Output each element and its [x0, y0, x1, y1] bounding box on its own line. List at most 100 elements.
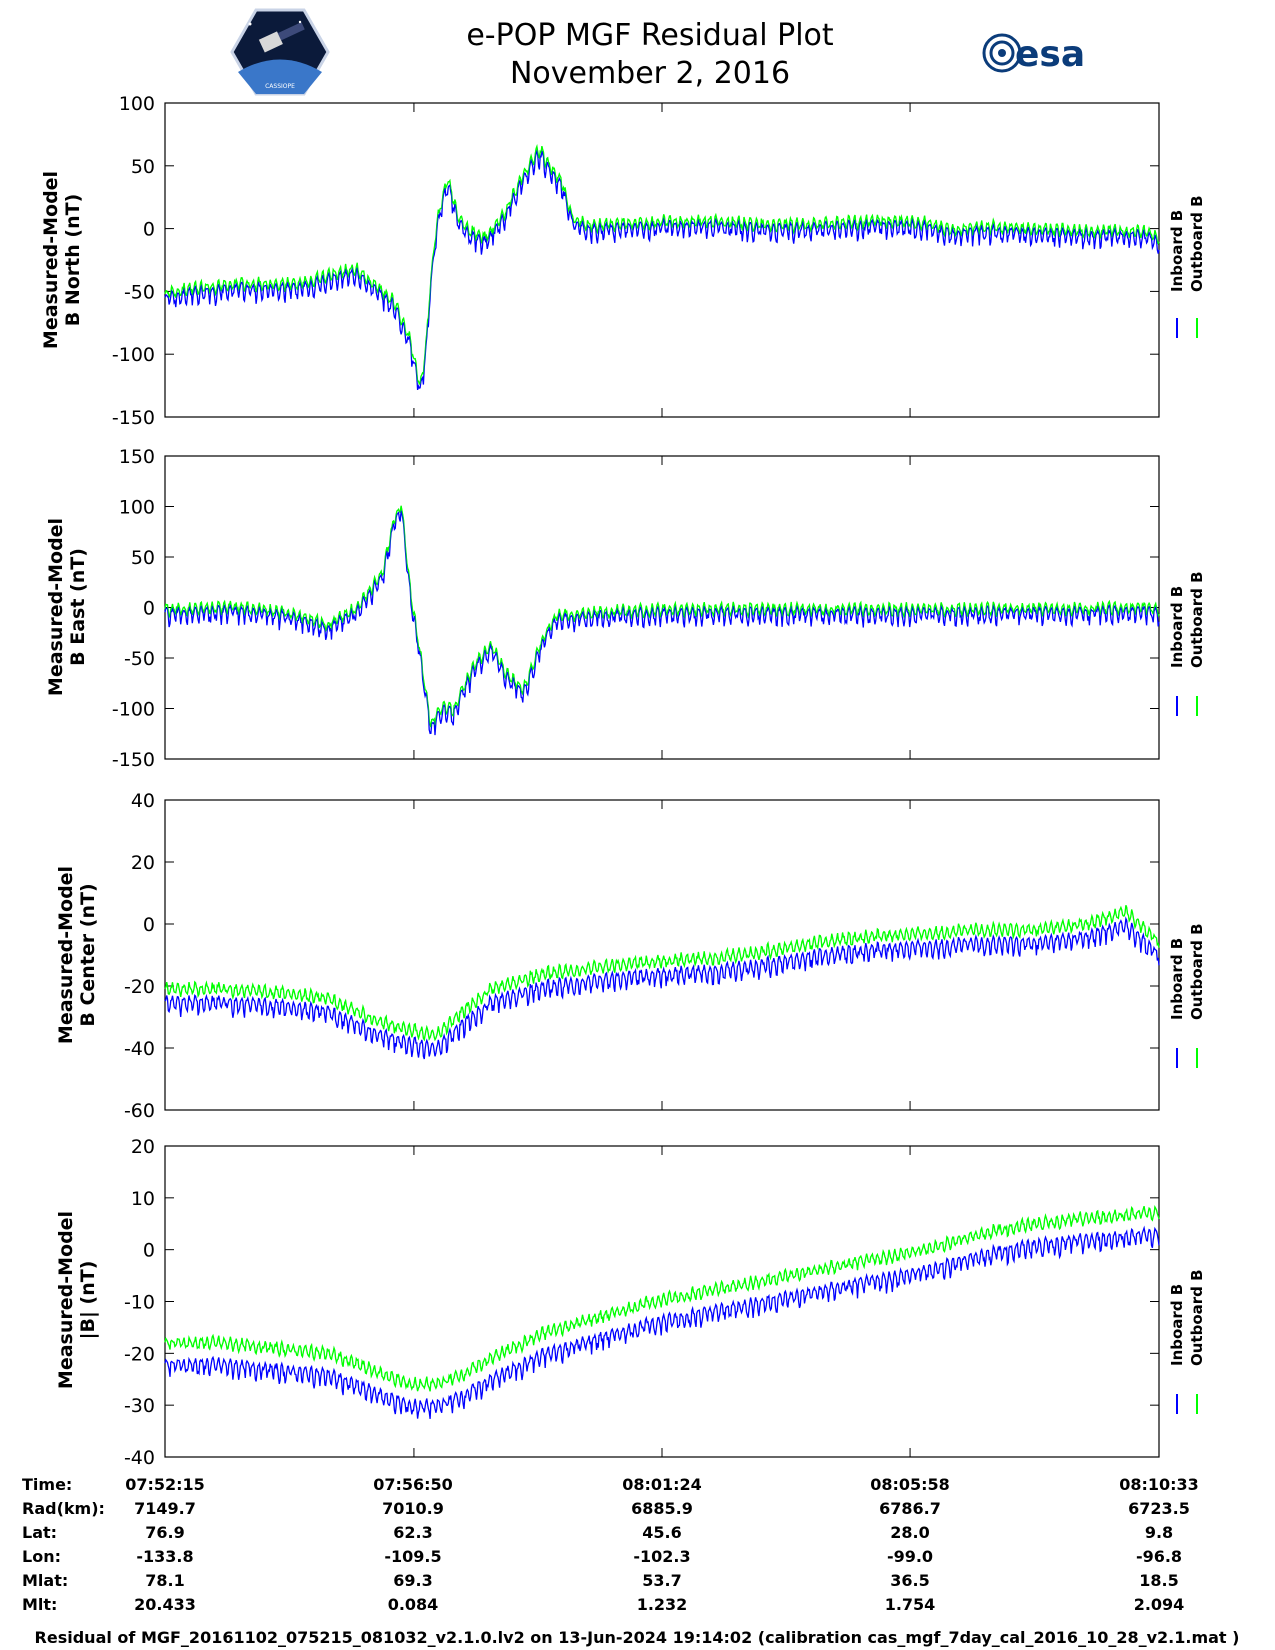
magnitude-ylabel-line1: Measured-Model: [55, 1211, 77, 1389]
y-tick-label: -100: [112, 344, 155, 366]
east-ticks: 150 100 50 0 -50 -100 -150: [112, 446, 1160, 771]
lat-value: 62.3: [393, 1523, 432, 1542]
center-inboard-line: [164, 916, 1160, 1060]
panel-center: 40 20 0 -20 -40 -60 Measured-Model B Center (…: [55, 790, 1206, 1122]
center-axes-frame: [164, 799, 1160, 1111]
ephemeris-row-mlat: Mlat: 78.1 69.3 53.7 36.5 18.5: [22, 1571, 1179, 1590]
esa-logo: esa: [982, 33, 1085, 75]
radius-value: 7149.7: [134, 1499, 196, 1518]
y-tick-label: 0: [143, 914, 155, 936]
center-ticks: 40 20 0 -20 -40 -60: [124, 790, 1160, 1122]
lat-value: 9.8: [1145, 1523, 1173, 1542]
mlat-value: 53.7: [642, 1571, 681, 1590]
time-value: 07:56:50: [373, 1475, 453, 1494]
time-value: 08:05:58: [870, 1475, 950, 1494]
north-inboard-line: [164, 149, 1160, 391]
row-label-radius: Rad(km):: [22, 1499, 105, 1518]
lon-value: -109.5: [384, 1547, 441, 1566]
north-legend-inboard: Inboard B: [1168, 210, 1186, 292]
magnitude-ticks: 20 10 0 -10 -20 -30 -40: [124, 1136, 1160, 1469]
mlt-value: 2.094: [1134, 1595, 1185, 1614]
lon-value: -102.3: [633, 1547, 690, 1566]
esa-logo-text: esa: [1015, 34, 1085, 75]
east-legend-inboard: Inboard B: [1168, 586, 1186, 668]
y-tick-label: 0: [143, 598, 155, 620]
north-ylabel-line1: Measured-Model: [40, 171, 62, 349]
lon-value: -99.0: [887, 1547, 933, 1566]
center-ylabel-line2: B Center (nT): [77, 883, 99, 1026]
time-value: 07:52:15: [125, 1475, 205, 1494]
lon-value: -133.8: [136, 1547, 193, 1566]
y-tick-label: -20: [124, 976, 155, 998]
mlat-value: 18.5: [1139, 1571, 1178, 1590]
cassiope-satellite-logo: CASSIOPE: [230, 8, 330, 96]
mlt-value: 1.232: [637, 1595, 688, 1614]
lat-value: 76.9: [145, 1523, 184, 1542]
ephemeris-row-lat: Lat: 76.9 62.3 45.6 28.0 9.8: [22, 1523, 1173, 1542]
mlat-value: 69.3: [393, 1571, 432, 1590]
ephemeris-row-lon: Lon: -133.8 -109.5 -102.3 -99.0 -96.8: [22, 1547, 1182, 1566]
y-tick-label: -20: [124, 1343, 155, 1365]
mlat-value: 78.1: [145, 1571, 184, 1590]
cassiope-logo-text: CASSIOPE: [265, 83, 295, 90]
east-ylabel-line1: Measured-Model: [45, 518, 67, 696]
north-legend-outboard: Outboard B: [1188, 195, 1206, 292]
ephemeris-row-radius: Rad(km): 7149.7 7010.9 6885.9 6786.7 672…: [22, 1499, 1190, 1518]
row-label-time: Time:: [22, 1475, 72, 1494]
magnitude-legend-inboard: Inboard B: [1168, 1284, 1186, 1366]
panel-north: 100 50 0 -50 -100 -150 Measured-Model B North…: [40, 93, 1206, 429]
y-tick-label: 150: [119, 446, 155, 468]
magnitude-ylabel-line2: |B| (nT): [77, 1261, 99, 1340]
y-tick-label: -60: [124, 1100, 155, 1122]
radius-value: 7010.9: [382, 1499, 444, 1518]
ephemeris-row-mlt: Mlt: 20.433 0.084 1.232 1.754 2.094: [22, 1595, 1184, 1614]
panel-east: 150 100 50 0 -50 -100 -150 Measured-Model B Ea…: [45, 446, 1206, 771]
row-label-lon: Lon:: [22, 1547, 61, 1566]
center-outboard-overlay: [164, 905, 1160, 1042]
y-tick-label: -50: [124, 648, 155, 670]
center-legend-outboard: Outboard B: [1188, 923, 1206, 1020]
y-tick-label: -150: [112, 749, 155, 771]
y-tick-label: 40: [131, 790, 155, 812]
radius-value: 6885.9: [631, 1499, 693, 1518]
east-ylabel-line2: B East (nT): [67, 548, 89, 666]
lat-value: 45.6: [642, 1523, 681, 1542]
north-ticks: 100 50 0 -50 -100 -150: [112, 93, 1160, 429]
y-tick-label: 0: [143, 219, 155, 241]
y-tick-label: 20: [131, 1136, 155, 1158]
y-tick-label: 50: [131, 156, 155, 178]
magnitude-inboard-line: [164, 1225, 1160, 1419]
row-label-lat: Lat:: [22, 1523, 57, 1542]
east-outboard-overlay: [164, 505, 1160, 728]
y-tick-label: -40: [124, 1447, 155, 1469]
plot-title: e-POP MGF Residual Plot: [466, 18, 834, 53]
footer-caption: Residual of MGF_20161102_075215_081032_v…: [35, 1628, 1240, 1647]
time-value: 08:01:24: [622, 1475, 702, 1494]
center-legend-inboard: Inboard B: [1168, 938, 1186, 1020]
ephemeris-table: Time: 07:52:15 07:56:50 08:01:24 08:05:5…: [22, 1475, 1199, 1614]
y-tick-label: 100: [119, 497, 155, 519]
center-ylabel-line1: Measured-Model: [55, 866, 77, 1044]
row-label-mlat: Mlat:: [22, 1571, 68, 1590]
north-ylabel-line2: B North (nT): [62, 194, 84, 327]
magnitude-legend-outboard: Outboard B: [1188, 1269, 1206, 1366]
y-tick-label: -10: [124, 1292, 155, 1314]
y-tick-label: -30: [124, 1395, 155, 1417]
y-tick-label: 100: [119, 93, 155, 115]
y-tick-label: -50: [124, 281, 155, 303]
y-tick-label: -40: [124, 1038, 155, 1060]
y-tick-label: 10: [131, 1188, 155, 1210]
mlat-value: 36.5: [890, 1571, 929, 1590]
time-value: 08:10:33: [1119, 1475, 1199, 1494]
north-axes-frame: [164, 102, 1160, 418]
y-tick-label: 0: [143, 1240, 155, 1262]
lat-value: 28.0: [890, 1523, 929, 1542]
mlt-value: 0.084: [388, 1595, 439, 1614]
mlt-value: 1.754: [885, 1595, 936, 1614]
y-tick-label: 20: [131, 852, 155, 874]
header: CASSIOPE e-POP MGF Residual Plot Novembe…: [230, 8, 1085, 96]
plot-date: November 2, 2016: [510, 56, 790, 91]
y-tick-label: -150: [112, 407, 155, 429]
row-label-mlt: Mlt:: [22, 1595, 57, 1614]
